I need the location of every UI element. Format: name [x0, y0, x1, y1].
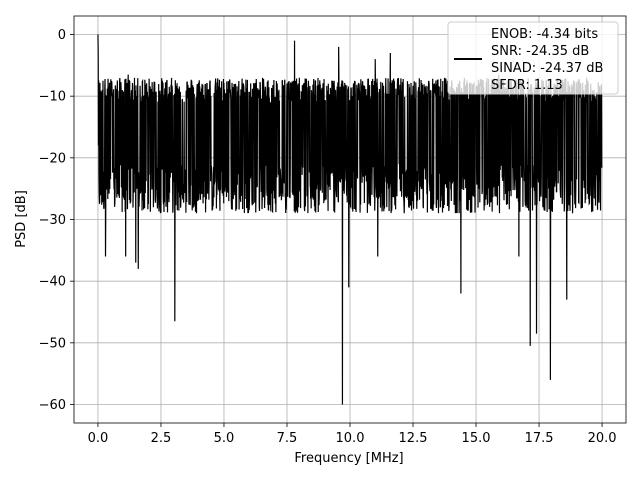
x-tick-label: 0.0 — [88, 431, 109, 446]
y-tick-label: −60 — [39, 398, 66, 413]
legend: ENOB: -4.34 bits SNR: -24.35 dB SINAD: -… — [447, 21, 619, 95]
x-tick-label: 2.5 — [151, 431, 172, 446]
x-tick-label: 15.0 — [462, 431, 491, 446]
legend-enob: ENOB: -4.34 bits — [491, 27, 598, 42]
y-axis-label: PSD [dB] — [14, 190, 29, 248]
plot-area — [97, 34, 603, 405]
legend-box — [447, 21, 619, 95]
x-axis-label: Frequency [MHz] — [294, 451, 403, 466]
x-axis-ticks: 0.0 2.5 5.0 7.5 10.0 12.5 15.0 17.5 20.0 — [88, 423, 617, 446]
legend-sinad: SINAD: -24.37 dB — [491, 61, 603, 76]
y-axis-ticks: 0 −10 −20 −30 −40 −50 −60 — [39, 28, 74, 413]
y-tick-label: −50 — [39, 336, 66, 351]
x-tick-label: 20.0 — [588, 431, 617, 446]
x-tick-label: 5.0 — [214, 431, 235, 446]
y-tick-label: −10 — [39, 90, 66, 105]
y-tick-label: −40 — [39, 275, 66, 290]
y-tick-label: −20 — [39, 151, 66, 166]
x-tick-label: 7.5 — [277, 431, 298, 446]
x-tick-label: 12.5 — [399, 431, 428, 446]
x-tick-label: 10.0 — [336, 431, 365, 446]
x-tick-label: 17.5 — [525, 431, 554, 446]
y-tick-label: 0 — [58, 28, 66, 43]
y-tick-label: −30 — [39, 213, 66, 228]
psd-series-line — [97, 34, 603, 405]
legend-sfdr: SFDR: 1.13 — [491, 78, 563, 93]
legend-snr: SNR: -24.35 dB — [491, 44, 589, 59]
